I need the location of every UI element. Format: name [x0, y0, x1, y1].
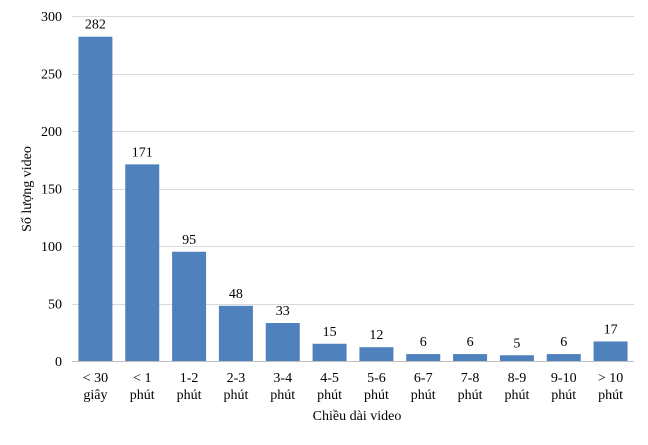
- data-label: 15: [323, 325, 337, 340]
- x-tick-label: phút: [270, 388, 295, 403]
- bar: [406, 354, 441, 361]
- y-tick-label: 0: [55, 355, 62, 370]
- x-axis-title: Chiều dài video: [313, 409, 402, 424]
- x-tick-label: 1-2: [180, 371, 199, 386]
- bar: [593, 341, 628, 361]
- x-tick-label: 3-4: [273, 371, 292, 386]
- data-label: 6: [467, 335, 474, 350]
- data-label: 95: [182, 233, 196, 248]
- axes: 0 50 100 150 200 250 300 < 30 giây < 1 phút 1-2 phút…: [41, 10, 634, 403]
- data-label: 12: [369, 328, 383, 343]
- x-tick-label: < 30: [83, 371, 108, 386]
- bar: [172, 251, 207, 361]
- x-tick-label: 5-6: [367, 371, 386, 386]
- bar: [78, 36, 113, 361]
- data-label: 171: [132, 145, 153, 160]
- x-tick-label: 8-9: [508, 371, 527, 386]
- x-tick-label: < 1: [133, 371, 151, 386]
- x-tick-label: phút: [504, 388, 529, 403]
- data-label: 33: [276, 304, 290, 319]
- x-tick-label: 6-7: [414, 371, 433, 386]
- x-tick-label: phút: [458, 388, 483, 403]
- bar: [359, 347, 394, 361]
- gridlines: [72, 16, 634, 305]
- bar: [499, 355, 534, 361]
- data-label: 6: [560, 335, 567, 350]
- bar: [218, 305, 253, 361]
- data-label: 17: [604, 322, 618, 337]
- y-tick-label: 250: [41, 68, 62, 83]
- y-tick-label: 300: [41, 10, 62, 25]
- y-tick-label: 100: [41, 240, 62, 255]
- x-tick-label: phút: [364, 388, 389, 403]
- bar: [125, 164, 160, 361]
- x-tick-label: 9-10: [551, 371, 577, 386]
- bars: [78, 36, 628, 361]
- x-tick-label: phút: [411, 388, 436, 403]
- y-tick-label: 200: [41, 125, 62, 140]
- x-tick-label: 2-3: [227, 371, 246, 386]
- x-tick-label: phút: [551, 388, 576, 403]
- x-tick-label: phút: [317, 388, 342, 403]
- data-label: 282: [85, 18, 106, 33]
- x-tick-label: phút: [598, 388, 623, 403]
- x-tick-label: giây: [83, 388, 107, 403]
- bar: [312, 343, 347, 361]
- y-tick-label: 50: [48, 298, 62, 313]
- x-tick-label: 4-5: [320, 371, 339, 386]
- data-label: 48: [229, 287, 243, 302]
- bar: [546, 354, 581, 361]
- data-label: 6: [420, 335, 427, 350]
- x-tick-label: phút: [223, 388, 248, 403]
- bar: [265, 323, 300, 361]
- x-tick-label: phút: [177, 388, 202, 403]
- x-tick-label: 7-8: [461, 371, 480, 386]
- x-tick-label: phút: [130, 388, 155, 403]
- data-labels: 282 171 95 48 33 15 12 6 6 5 6 17: [85, 18, 618, 352]
- data-label: 5: [513, 336, 520, 351]
- y-tick-label: 150: [41, 183, 62, 198]
- y-axis-title: Số lượng video: [20, 146, 35, 232]
- x-tick-label: > 10: [598, 371, 623, 386]
- bar: [453, 354, 488, 361]
